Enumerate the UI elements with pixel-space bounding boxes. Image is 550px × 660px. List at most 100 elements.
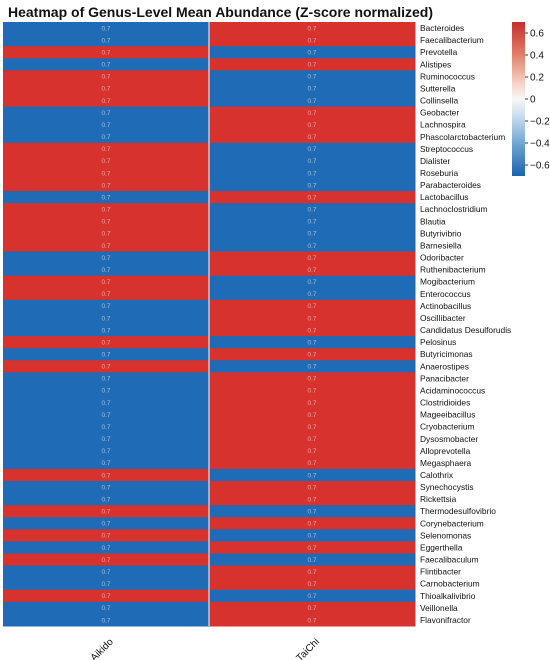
heatmap-cell [209, 468, 416, 482]
row-label: Actinobacillus [420, 301, 471, 311]
cell-value-label: 0.7 [307, 521, 316, 528]
row-label: Faecalibaculum [420, 555, 479, 565]
row-label: Lactobacillus [420, 192, 468, 202]
heatmap-cell [209, 517, 416, 530]
heatmap-cell [209, 94, 416, 108]
cell-value-label: 0.7 [307, 146, 316, 153]
heatmap-cell [3, 408, 210, 422]
cell-value-label: 0.7 [101, 533, 110, 540]
heatmap-cell [209, 589, 416, 603]
cell-value-label: 0.7 [307, 376, 316, 383]
cell-value-label: 0.7 [101, 388, 110, 395]
cell-value-label: 0.7 [101, 581, 110, 588]
row-label: Pelosinus [420, 337, 456, 347]
cell-value-label: 0.7 [307, 291, 316, 298]
row-label: Lachnospira [420, 120, 466, 130]
heatmap-cells [3, 22, 416, 627]
heatmap-cell [209, 130, 416, 144]
colorbar: 0.6 0.4 0.2 0 −0.2 −0.4 −0.6 [512, 22, 550, 176]
row-label: Mageeibacillus [420, 410, 475, 420]
heatmap-cell [209, 275, 416, 289]
row-label: Panacibacter [420, 373, 469, 383]
cell-value-label: 0.7 [101, 50, 110, 57]
heatmap-cell [3, 142, 210, 156]
row-labels: Bacteroides Faecalibacterium Prevotella Ali… [420, 23, 511, 625]
heatmap-cell [209, 299, 416, 313]
cell-value-label: 0.7 [307, 219, 316, 226]
cell-value-label: 0.7 [101, 267, 110, 274]
cell-value-label: 0.7 [307, 412, 316, 419]
heatmap-cell [209, 360, 416, 373]
heatmap-cell [3, 227, 210, 240]
heatmap-cell [3, 589, 210, 603]
heatmap-cell [209, 384, 416, 397]
heatmap-cell [3, 239, 210, 253]
cell-value-label: 0.7 [307, 460, 316, 467]
heatmap-cell [209, 227, 416, 240]
cell-value-label: 0.7 [101, 509, 110, 516]
column-label: TaiChi [295, 637, 322, 660]
cell-value-label: 0.7 [101, 37, 110, 44]
heatmap-cell [3, 215, 210, 228]
cell-value-label: 0.7 [307, 545, 316, 552]
cell-value-label: 0.7 [307, 207, 316, 214]
heatmap-cell [209, 420, 416, 434]
cell-value-label: 0.7 [101, 376, 110, 383]
row-label: Veillonella [420, 603, 458, 613]
heatmap-cell [3, 275, 210, 289]
row-label: Thioalkalivibrio [420, 591, 476, 601]
heatmap-cell [209, 251, 416, 265]
cell-value-label: 0.7 [307, 158, 316, 165]
cell-value-label: 0.7 [307, 134, 316, 141]
row-label: Selenomonas [420, 530, 471, 540]
heatmap-cell [209, 577, 416, 591]
row-label: Geobacter [420, 108, 459, 118]
cell-value-label: 0.7 [101, 315, 110, 322]
colorbar-gradient [512, 22, 525, 176]
cell-value-label: 0.7 [101, 339, 110, 346]
heatmap-cell [209, 444, 416, 458]
heatmap-cell [3, 553, 210, 567]
cell-value-label: 0.7 [307, 243, 316, 250]
row-label: Prevotella [420, 47, 458, 57]
cell-value-label: 0.7 [307, 424, 316, 431]
colorbar-tick-label: 0 [530, 95, 536, 106]
cell-value-label: 0.7 [101, 303, 110, 310]
row-label: Faecalibacterium [420, 35, 484, 45]
row-label: Calothrix [420, 470, 454, 480]
row-label: Cryobacterium [420, 422, 474, 432]
colorbar-tick-label: −0.2 [530, 117, 550, 128]
row-label: Flavonifractor [420, 615, 471, 625]
heatmap-cell [3, 58, 210, 71]
cell-value-label: 0.7 [307, 400, 316, 407]
row-label: Bacteroides [420, 23, 464, 33]
heatmap-cell [3, 94, 210, 108]
heatmap-cell [3, 22, 210, 35]
heatmap-cell [3, 541, 210, 555]
row-label: Ruminococcus [420, 71, 475, 81]
cell-value-label: 0.7 [101, 327, 110, 334]
cell-value-label: 0.7 [307, 533, 316, 540]
heatmap-cell [209, 142, 416, 156]
cell-value-label: 0.7 [307, 182, 316, 189]
heatmap-cell [209, 263, 416, 277]
cell-value-label: 0.7 [307, 62, 316, 69]
heatmap-cell [3, 384, 210, 397]
heatmap-cell-labels: 0.7 0.7 0.7 0.7 0.7 0.7 0.7 0.7 0.7 0.7 0.7 0.7 0.7 0… [101, 25, 316, 624]
heatmap-cell [3, 299, 210, 313]
column-labels: Aikido TaiChi [89, 636, 322, 660]
cell-value-label: 0.7 [101, 412, 110, 419]
row-label: Streptococcus [420, 144, 473, 154]
cell-value-label: 0.7 [307, 315, 316, 322]
heatmap-cell [209, 541, 416, 555]
heatmap-cell [3, 529, 210, 542]
row-label: Odoribacter [420, 253, 464, 263]
chart-title: Heatmap of Genus-Level Mean Abundance (Z… [8, 4, 434, 20]
cell-value-label: 0.7 [101, 122, 110, 129]
row-label: Megasphaera [420, 458, 472, 468]
cell-value-label: 0.7 [307, 569, 316, 576]
heatmap-cell [3, 565, 210, 579]
heatmap-cell [3, 179, 210, 192]
cell-value-label: 0.7 [307, 581, 316, 588]
